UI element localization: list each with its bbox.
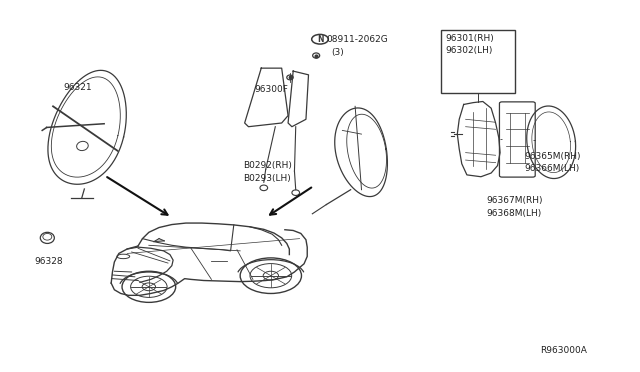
Text: N: N bbox=[317, 35, 323, 44]
Text: 96301(RH): 96301(RH) bbox=[445, 34, 494, 43]
Text: 96368M(LH): 96368M(LH) bbox=[486, 209, 541, 218]
Text: 96366M(LH): 96366M(LH) bbox=[524, 164, 580, 173]
Text: 96365M(RH): 96365M(RH) bbox=[524, 152, 581, 161]
Text: 96302(LH): 96302(LH) bbox=[445, 46, 493, 55]
Text: 96367M(RH): 96367M(RH) bbox=[486, 196, 543, 205]
Text: R963000A: R963000A bbox=[540, 346, 587, 355]
Text: B0293(LH): B0293(LH) bbox=[243, 174, 291, 183]
Text: 96321: 96321 bbox=[63, 83, 92, 92]
Bar bbox=[442, 31, 515, 93]
Text: 96300F: 96300F bbox=[255, 85, 289, 94]
Text: 96328: 96328 bbox=[34, 257, 63, 266]
Text: 08911-2062G: 08911-2062G bbox=[326, 35, 388, 44]
Text: (3): (3) bbox=[332, 48, 344, 57]
Text: B0292(RH): B0292(RH) bbox=[243, 161, 292, 170]
